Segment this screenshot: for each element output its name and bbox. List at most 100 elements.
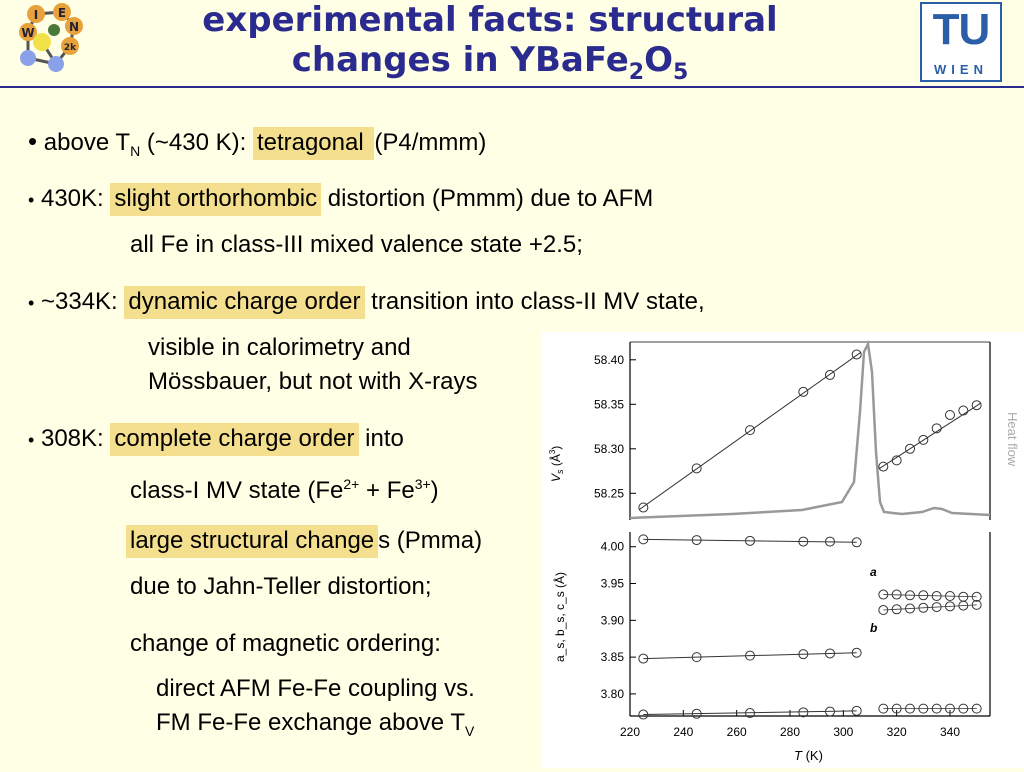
bottom-data-point (891, 703, 902, 714)
bottom-data-point (931, 602, 942, 613)
bullet-4-continuation-3: due to Jahn-Teller distortion; (130, 573, 432, 600)
bullet-4-continuation-6: FM Fe-Fe exchange above TV (156, 708, 474, 746)
bottom-data-point (918, 602, 929, 613)
figure-panel: Vs (Å3) Heat flow 58.40 58.35 58.30 58.25 a… (542, 332, 1024, 768)
bottom-data-point (945, 601, 955, 612)
bottom-data-point (971, 703, 982, 714)
top-ylabel: Vs (Å3) (548, 446, 565, 482)
bottom-data-point (825, 706, 835, 717)
bullet-4-continuation-4: change of magnetic ordering: (130, 630, 441, 657)
slide-title: experimental facts: structural changes i… (180, 0, 800, 93)
highlight: large structural change (126, 525, 379, 558)
bottom-fit-line (883, 604, 977, 611)
bottom-data-point (638, 653, 649, 664)
bullet-2-continuation: all Fe in class-III mixed valence state … (130, 231, 583, 258)
title-formula-part: O (644, 40, 673, 80)
bullet-dot: • (28, 293, 35, 313)
bullet-3: • ~334K: dynamic charge order transition… (28, 286, 705, 319)
logo-wien-text: WIEN (934, 62, 988, 77)
highlight: slight orthorhombic (110, 183, 322, 216)
bullet-text: s (Pmma) (378, 527, 483, 554)
bottom-data-point (905, 603, 915, 614)
logo-tu-text: TU (932, 5, 991, 54)
bottom-data-point (878, 703, 889, 714)
top-data-point (891, 455, 902, 466)
subscript: V (465, 722, 475, 739)
bullet-text: ) (430, 477, 439, 504)
bottom-data-point (878, 605, 889, 616)
bottom-ytick-label: 4.00 (601, 540, 625, 554)
bullet-2: • 430K: slight orthorhombic distortion (… (28, 183, 653, 216)
bottom-data-point (945, 703, 955, 714)
bullet-text: 430K: (40, 185, 111, 212)
bottom-xtick-label: 300 (833, 725, 853, 739)
top-ytick-label: 58.40 (594, 353, 624, 367)
bottom-xtick-label: 280 (780, 725, 800, 739)
top-data-point (931, 423, 942, 434)
top-plot-frame (629, 341, 991, 520)
subscript: N (130, 142, 141, 159)
bottom-data-point (798, 649, 809, 660)
logo-letter: I (34, 8, 38, 22)
tu-wien-logo: TU WIEN (920, 2, 1002, 82)
bullet-text: FM Fe-Fe exchange above T (156, 709, 466, 736)
bottom-data-point (905, 590, 915, 601)
bottom-fit-line (643, 652, 857, 660)
bullet-text: transition into class-II MV state, (364, 288, 705, 315)
bullet-3-continuation-1: visible in calorimetry and (148, 334, 411, 361)
logo-letter: 2k (64, 43, 77, 53)
bullet-1: • above TN (~430 K): tetragonal (P4/mmm) (28, 126, 486, 166)
top-data-point (971, 400, 982, 411)
bottom-data-point (691, 652, 702, 663)
bottom-ytick-label: 3.90 (601, 613, 625, 627)
top-ytick-label: 58.25 (594, 486, 624, 500)
bottom-data-point (971, 599, 982, 610)
bullet-4-continuation-5: direct AFM Fe-Fe coupling vs. (156, 675, 475, 702)
bottom-data-point (931, 703, 942, 714)
logo-letter: E (58, 6, 66, 20)
bottom-data-point (745, 650, 755, 661)
bottom-data-point (905, 703, 915, 714)
highlight: dynamic charge order (124, 286, 365, 319)
bottom-data-point (931, 591, 942, 602)
bottom-data-point (851, 647, 862, 658)
top-data-point (638, 502, 649, 513)
bullet-text: (P4/mmm) (374, 129, 487, 156)
bottom-data-point (958, 703, 969, 714)
superscript: 3+ (414, 476, 431, 492)
title-subscript: 5 (672, 59, 689, 85)
bottom-data-point (745, 535, 755, 546)
bottom-data-point (945, 591, 955, 602)
top-fit-line (639, 352, 861, 510)
bottom-data-point (891, 589, 902, 600)
top-data-point (825, 369, 835, 380)
bottom-xtick-label: 240 (673, 725, 693, 739)
title-line-2: changes in YBaFe2O5 (180, 40, 800, 93)
heat-flow-label: Heat flow (1005, 412, 1020, 467)
bullet-4-continuation-1: class-I MV state (Fe2+ + Fe3+) (130, 469, 439, 506)
bottom-data-point (798, 536, 809, 547)
bottom-xtick-label: 340 (940, 725, 960, 739)
bottom-data-point (971, 591, 982, 602)
logo-letter: W (21, 26, 34, 40)
top-data-point (798, 386, 809, 397)
bottom-xtick-label: 320 (887, 725, 907, 739)
bottom-data-point (691, 535, 702, 546)
bottom-xtick-label: 260 (727, 725, 747, 739)
bullet-text: into (358, 425, 404, 452)
bottom-data-point (958, 600, 969, 611)
superscript: 2+ (343, 476, 360, 492)
bottom-data-point (745, 708, 755, 719)
top-data-point (918, 434, 929, 445)
bottom-data-point (798, 707, 809, 718)
bullet-text: ~334K: (40, 288, 125, 315)
bullet-dot: • (28, 126, 38, 156)
bullet-4-continuation-2: large structural change s (Pmma) (126, 525, 483, 558)
bottom-ylabel: a_s, b_s, c_s (Å) (552, 572, 567, 662)
heat-flow-curve (629, 339, 991, 520)
bottom-fit-line (643, 538, 857, 543)
top-data-point (745, 425, 755, 436)
bullet-4: • 308K: complete charge order into (28, 423, 404, 456)
top-data-point (691, 463, 702, 474)
figure-svg: Vs (Å3) Heat flow 58.40 58.35 58.30 58.25 a… (548, 339, 1020, 763)
